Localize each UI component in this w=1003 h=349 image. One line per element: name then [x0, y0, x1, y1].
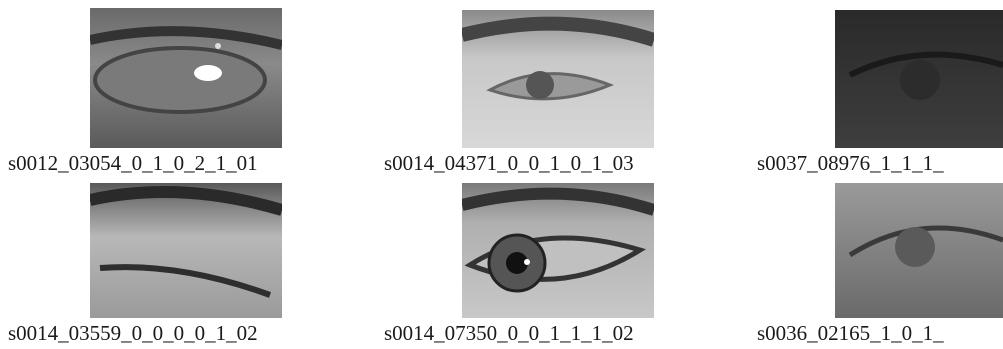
image-caption: s0036_02165_1_0_1_ [757, 321, 944, 345]
image-caption: s0014_07350_0_0_1_1_1_02 [384, 321, 634, 345]
image-caption: s0037_08976_1_1_1_ [757, 151, 944, 175]
eye-image [90, 183, 282, 318]
eye-image [90, 8, 282, 148]
figure: s0012_03054_0_1_0_2_1_01 s0014_04371_0_0… [0, 0, 1003, 349]
image-caption: s0012_03054_0_1_0_2_1_01 [8, 151, 258, 175]
eye-image [835, 10, 1003, 148]
eye-image [835, 183, 1003, 318]
image-caption: s0014_03559_0_0_0_0_1_02 [8, 321, 258, 345]
eye-image [462, 10, 654, 148]
image-caption: s0014_04371_0_0_1_0_1_03 [384, 151, 634, 175]
eye-image [462, 183, 654, 318]
